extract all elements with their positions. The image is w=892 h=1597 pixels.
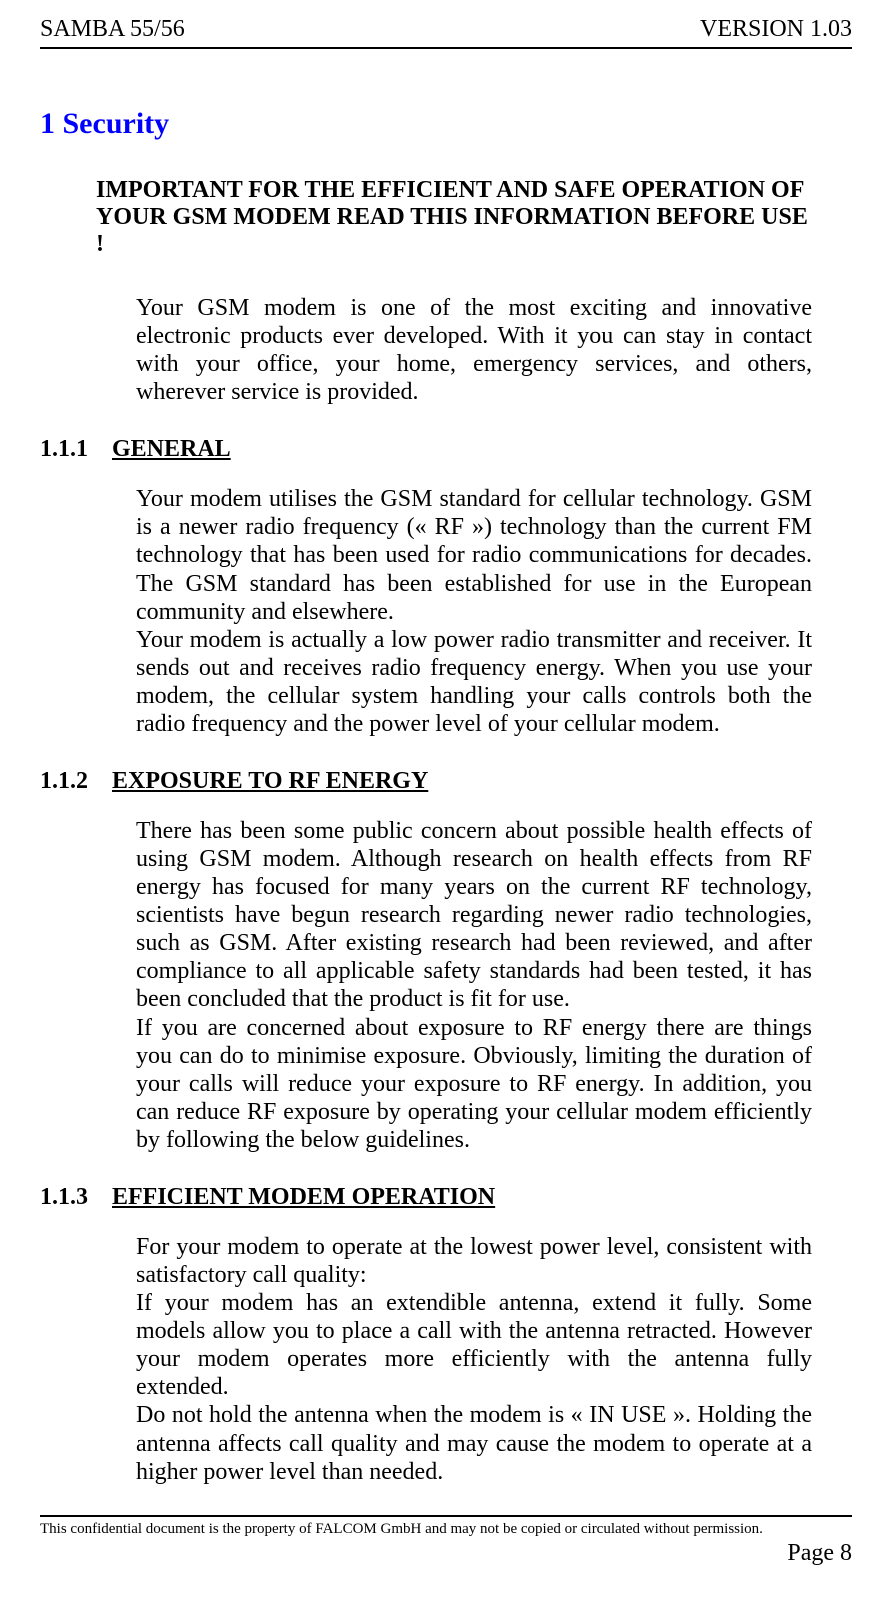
header-divider <box>40 47 852 49</box>
general-para-2: Your modem is actually a low power radio… <box>136 626 812 738</box>
exposure-para-2: If you are concerned about exposure to R… <box>136 1014 812 1154</box>
section-number: 1.1.3 <box>40 1184 112 1211</box>
header-left: SAMBA 55/56 <box>40 16 185 43</box>
intro-paragraph: Your GSM modem is one of the most exciti… <box>136 294 812 406</box>
efficient-para-2: If your modem has an extendible antenna,… <box>136 1289 812 1401</box>
section-title: EFFICIENT MODEM OPERATION <box>112 1184 495 1211</box>
section-number: 1.1.1 <box>40 436 112 463</box>
page-number: Page 8 <box>40 1540 852 1567</box>
efficient-para-1: For your modem to operate at the lowest … <box>136 1233 812 1289</box>
section-number: 1.1.2 <box>40 768 112 795</box>
section-heading-general: 1.1.1 GENERAL <box>40 436 852 463</box>
page-footer: This confidential document is the proper… <box>40 1515 852 1567</box>
page-header: SAMBA 55/56 VERSION 1.03 <box>40 16 852 43</box>
header-right: VERSION 1.03 <box>700 16 852 43</box>
general-para-1: Your modem utilises the GSM standard for… <box>136 485 812 625</box>
section-heading-exposure: 1.1.2 EXPOSURE TO RF ENERGY <box>40 768 852 795</box>
footer-confidential-text: This confidential document is the proper… <box>40 1521 852 1538</box>
important-notice: IMPORTANT FOR THE EFFICIENT AND SAFE OPE… <box>96 177 812 258</box>
section-heading-efficient: 1.1.3 EFFICIENT MODEM OPERATION <box>40 1184 852 1211</box>
section-title: EXPOSURE TO RF ENERGY <box>112 768 428 795</box>
exposure-para-1: There has been some public concern about… <box>136 817 812 1014</box>
footer-divider <box>40 1515 852 1517</box>
section-title: GENERAL <box>112 436 231 463</box>
efficient-para-3: Do not hold the antenna when the modem i… <box>136 1401 812 1485</box>
chapter-title: 1 Security <box>40 107 852 141</box>
